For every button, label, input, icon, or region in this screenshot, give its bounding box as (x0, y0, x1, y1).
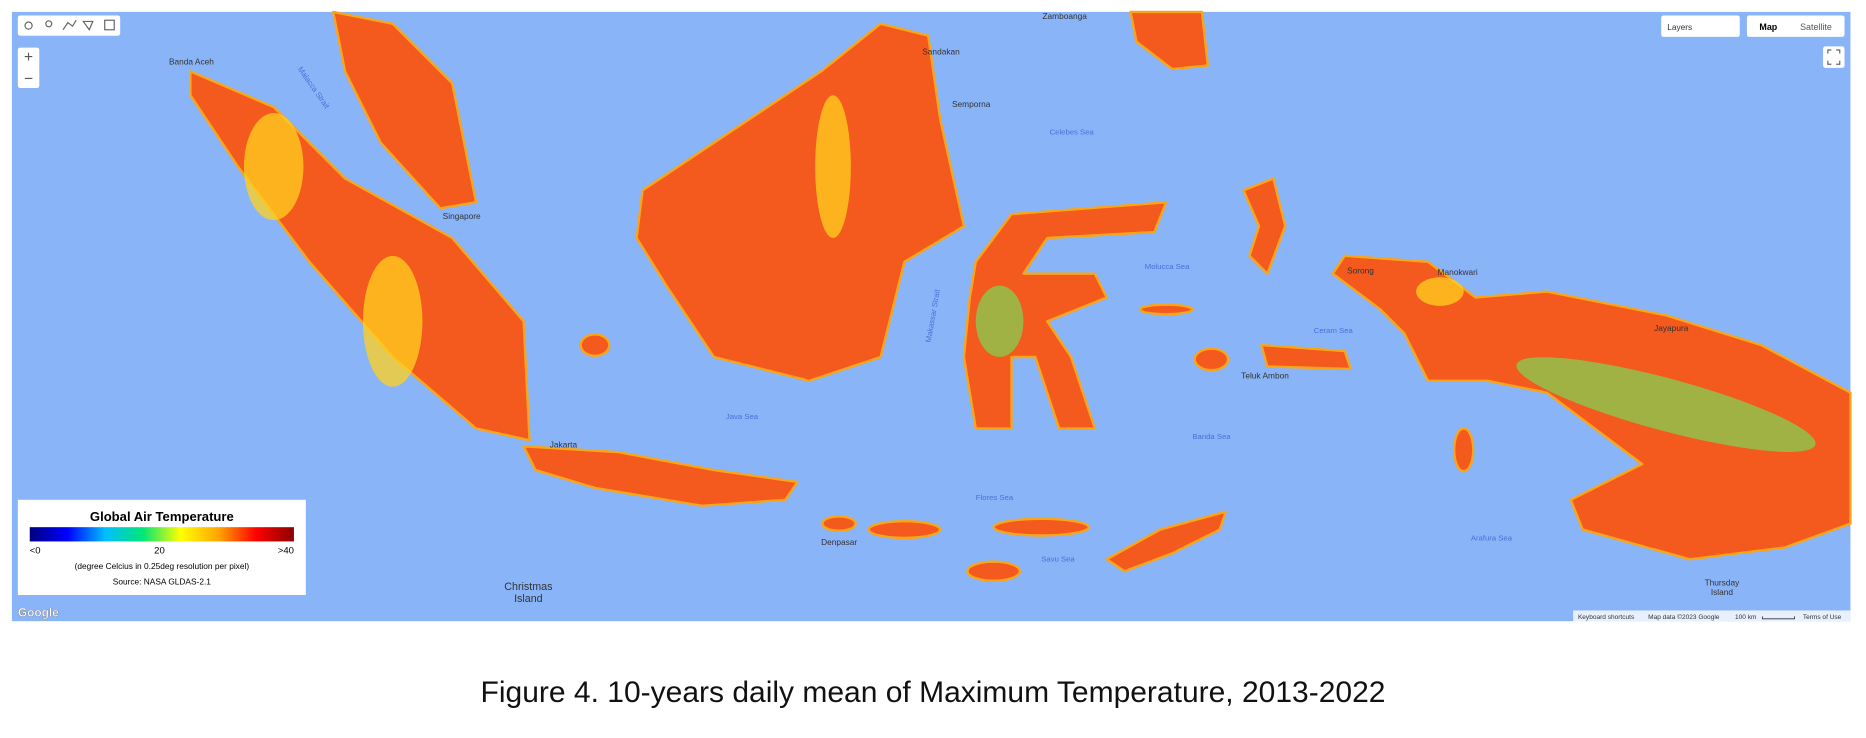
aru (1452, 427, 1475, 473)
java (522, 445, 799, 507)
attribution-bar (1573, 610, 1851, 622)
water-label: Java Sea (726, 412, 759, 421)
timor (1105, 510, 1227, 573)
keyboard-shortcuts[interactable]: Keyboard shortcuts (1578, 614, 1635, 621)
fullscreen-button[interactable] (1823, 46, 1845, 68)
polygon-tool[interactable] (82, 20, 94, 31)
layers-label[interactable]: Layers (1667, 22, 1692, 32)
legend-title: Global Air Temperature (90, 509, 234, 524)
water-label: Molucca Sea (1145, 262, 1190, 271)
layers-box[interactable] (1661, 15, 1740, 37)
buru (1193, 347, 1230, 372)
zoom-in[interactable]: + (24, 49, 33, 66)
place-label: Banda Aceh (169, 56, 214, 66)
water-label: Ceram Sea (1314, 326, 1354, 335)
caption: Figure 4. 10-years daily mean of Maximum… (481, 676, 1386, 709)
place-label: Zamboanga (1042, 11, 1087, 21)
flores (992, 517, 1091, 537)
mindanao (1129, 10, 1210, 71)
legend-note: (degree Celcius in 0.25deg resolution pe… (75, 561, 250, 571)
place-label: Jakarta (550, 439, 578, 449)
place-label: Sandakan (922, 47, 960, 57)
legend-max: >40 (278, 545, 294, 556)
sumba (966, 560, 1022, 582)
warm-zone (1416, 277, 1464, 306)
place-label: Sorong (1347, 266, 1374, 276)
toolbar: + − Layers Map Satellite (17, 15, 1845, 89)
seram (1260, 343, 1352, 371)
legend-source: Source: NASA GLDAS-2.1 (113, 576, 212, 586)
map: Banda Aceh Singapore Jakarta Denpasar Ch… (11, 10, 1852, 622)
place-label: Semporna (952, 99, 991, 109)
sulawesi (962, 201, 1168, 430)
place-label: Island (514, 593, 543, 605)
water-label: Savu Sea (1041, 555, 1075, 564)
point-tool[interactable] (45, 20, 53, 28)
zoom-control (17, 47, 40, 89)
halmahera (1242, 177, 1287, 275)
lombok-sumbawa (867, 520, 942, 540)
place-label: Island (1711, 587, 1734, 597)
warm-zone (815, 95, 851, 239)
water-label: Arafura Sea (1471, 533, 1513, 542)
attribution: Google Keyboard shortcuts Map data ©2023… (18, 605, 1851, 622)
legend-colorbar (29, 527, 294, 542)
place-label: Singapore (443, 211, 481, 221)
zoom-out[interactable]: − (24, 70, 33, 87)
labels: Banda Aceh Singapore Jakarta Denpasar Ch… (169, 11, 1740, 605)
line-tool[interactable] (62, 19, 77, 31)
scale-label: 100 km (1735, 614, 1757, 621)
toolbar-bg (17, 15, 121, 36)
place-label: Thursday (1705, 577, 1741, 587)
map-button[interactable]: Map (1759, 22, 1777, 32)
fullscreen-icon (1827, 49, 1841, 65)
warm-zone (243, 113, 304, 221)
malay-peninsula (332, 10, 478, 210)
water-label: Celebes Sea (1050, 127, 1095, 136)
legend-box (17, 499, 306, 595)
place-label: Jayapura (1654, 323, 1689, 333)
water-label: Banda Sea (1192, 432, 1231, 441)
terms-of-use[interactable]: Terms of Use (1803, 614, 1842, 621)
satellite-button[interactable]: Satellite (1800, 22, 1832, 32)
place-label: Christmas (504, 581, 552, 593)
place-label: Teluk Ambon (1241, 370, 1289, 380)
pan-tool[interactable] (24, 21, 33, 30)
sula (1138, 303, 1194, 316)
mild-zone (975, 285, 1024, 358)
legend: Global Air Temperature <0 20 >40 (degree… (17, 499, 306, 595)
scale-bar (1761, 616, 1795, 620)
land-layer (189, 10, 1852, 582)
borneo (635, 22, 966, 382)
bali (821, 515, 857, 532)
legend-mid: 20 (154, 545, 165, 556)
rectangle-tool[interactable] (104, 19, 115, 31)
google-logo: Google (18, 605, 59, 619)
place-label: Denpasar (821, 537, 857, 547)
bangka (579, 333, 611, 358)
map-type-box (1746, 15, 1845, 37)
warm-zone (362, 255, 423, 387)
place-label: Manokwari (1438, 267, 1478, 277)
legend-min: <0 (30, 545, 41, 556)
mild-zone (1516, 357, 1816, 452)
map-data: Map data ©2023 Google (1648, 613, 1720, 621)
water-label: Flores Sea (976, 493, 1014, 502)
